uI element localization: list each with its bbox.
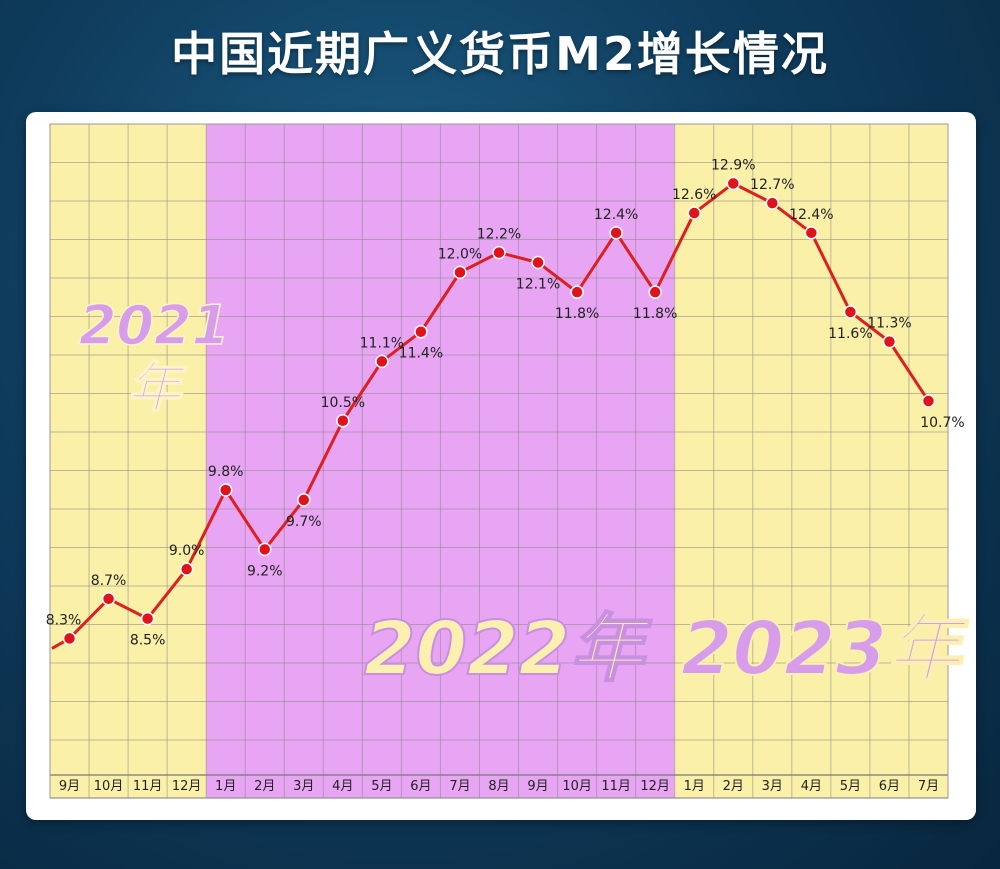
data-label-22: 10.7%	[920, 415, 964, 431]
chart-title: 中国近期广义货币M2增长情况	[171, 27, 829, 81]
data-point-5	[257, 542, 272, 557]
x-tick-label-10: 7月	[449, 779, 470, 794]
data-point-18	[765, 196, 780, 210]
data-label-8: 11.1%	[360, 335, 404, 351]
year-label-2: 2023年	[681, 606, 969, 692]
data-label-0: 8.3%	[46, 612, 82, 628]
series-line	[51, 181, 930, 650]
data-point-2	[140, 611, 155, 626]
data-label-5: 9.2%	[247, 563, 283, 579]
x-tick-label-3: 12月	[172, 779, 202, 794]
data-point-16	[687, 206, 701, 220]
data-point-10	[453, 265, 467, 280]
x-tick-label-14: 11月	[601, 779, 631, 794]
x-tick-label-16: 1月	[684, 779, 705, 794]
x-tick-label-12: 9月	[527, 779, 548, 794]
data-label-12: 12.1%	[516, 276, 560, 292]
data-label-4: 9.8%	[208, 464, 244, 480]
x-tick-label-15: 12月	[640, 779, 670, 794]
x-tick-label-11: 8月	[488, 779, 509, 794]
data-label-16: 12.6%	[672, 187, 716, 203]
data-label-15: 11.8%	[633, 306, 677, 322]
x-tick-label-22: 7月	[918, 779, 939, 794]
data-label-13: 11.8%	[555, 306, 599, 322]
plot-border	[49, 123, 949, 799]
data-label-9: 11.4%	[399, 346, 443, 362]
data-point-15	[648, 285, 662, 299]
data-point-9	[414, 324, 428, 339]
x-tick-label-17: 2月	[723, 779, 744, 794]
x-tick-label-19: 4月	[801, 779, 822, 794]
year-label-0-suffix: 年	[127, 356, 187, 419]
data-point-1	[101, 592, 116, 606]
data-label-20: 11.6%	[828, 326, 872, 342]
data-point-12	[531, 255, 545, 270]
data-point-19	[804, 226, 819, 240]
data-point-4	[218, 483, 233, 497]
year-label-0: 2021	[79, 294, 229, 357]
data-point-20	[843, 305, 858, 319]
data-point-13	[570, 285, 584, 299]
x-tick-label-20: 5月	[840, 779, 861, 794]
data-label-10: 12.0%	[438, 246, 482, 262]
x-tick-label-2: 11月	[133, 779, 163, 794]
x-tick-label-6: 3月	[293, 779, 314, 794]
data-label-6: 9.7%	[286, 514, 322, 530]
year-band-2	[674, 124, 948, 798]
year-label-1: 2022年	[364, 606, 652, 692]
x-tick-label-18: 3月	[762, 779, 783, 794]
chart-panel: 2021 年 2022年 2023年 8.3% 8.7% 8.5% 9.0% 9.8% 9.2% 9…	[26, 112, 976, 820]
data-label-17: 12.9%	[711, 157, 755, 173]
x-tick-label-4: 1月	[215, 779, 236, 794]
data-label-7: 10.5%	[321, 395, 365, 411]
x-tick-label-5: 2月	[254, 779, 275, 794]
data-label-1: 8.7%	[91, 573, 127, 589]
data-point-11	[492, 245, 506, 260]
x-tick-label-7: 4月	[332, 779, 353, 794]
data-label-14: 12.4%	[594, 207, 638, 223]
data-point-14	[609, 226, 623, 240]
data-label-19: 12.4%	[789, 207, 833, 223]
x-tick-label-0: 9月	[59, 779, 80, 794]
data-point-8	[375, 354, 389, 369]
data-point-22	[921, 394, 936, 408]
data-label-18: 12.7%	[750, 177, 794, 193]
data-label-21: 11.3%	[867, 316, 911, 332]
data-point-17	[726, 176, 741, 191]
data-point-0	[62, 631, 77, 646]
data-point-21	[882, 334, 897, 349]
x-tick-label-8: 5月	[371, 779, 392, 794]
x-tick-label-13: 10月	[562, 779, 592, 794]
x-tick-label-1: 10月	[94, 779, 124, 794]
x-tick-label-9: 6月	[410, 779, 431, 794]
data-point-3	[179, 562, 194, 576]
x-tick-label-21: 6月	[879, 779, 900, 794]
data-label-11: 12.2%	[477, 227, 521, 243]
data-point-7	[336, 414, 350, 428]
data-label-2: 8.5%	[130, 633, 166, 649]
data-point-6	[297, 493, 311, 507]
data-label-3: 9.0%	[169, 543, 205, 559]
